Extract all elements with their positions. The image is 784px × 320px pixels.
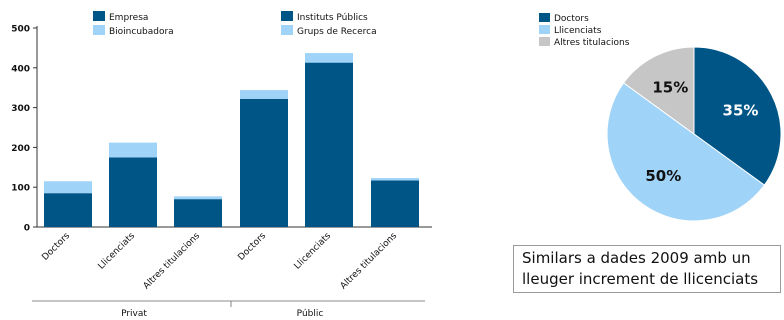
legend-swatch [281, 11, 293, 21]
bar-bioincubadora [109, 142, 157, 158]
bar-bioincubadora [44, 181, 92, 194]
pie-legend-label: Llicenciats [554, 26, 602, 36]
pie-legend-swatch [539, 37, 550, 46]
pie-slice-doctors [693, 46, 782, 186]
pie-slice-llicenciats [606, 82, 766, 222]
bar-grups-de-recerca [371, 178, 419, 181]
legend-label: Empresa [109, 13, 148, 23]
legend-swatch [93, 11, 105, 21]
legend-swatch [93, 25, 105, 35]
bar-bioincubadora [174, 196, 222, 200]
legend-label: Bioincubadora [109, 27, 174, 37]
legend-swatch [281, 25, 293, 35]
x-tick-label: Llicenciats [97, 231, 138, 272]
y-tick-label: 100 [11, 184, 30, 194]
y-tick-label: 300 [11, 104, 30, 114]
pie-legend-swatch [539, 13, 550, 22]
pie-legend-label: Altres titulacions [554, 38, 630, 48]
note-box: Similars a dades 2009 amb un lleuger inc… [513, 245, 781, 293]
pie-value-label: 50% [645, 167, 681, 185]
pie-legend-swatch [539, 25, 550, 34]
bar-instituts-p-blics [305, 62, 353, 227]
y-tick-label: 400 [11, 64, 30, 74]
bar-instituts-p-blics [371, 180, 419, 227]
y-tick-label: 200 [11, 144, 30, 154]
bar-empresa [44, 193, 92, 227]
pie-legend-label: Doctors [554, 14, 589, 24]
x-tick-label: Doctors [236, 231, 268, 263]
bar-grups-de-recerca [305, 53, 353, 63]
x-tick-label: Altres titulacions [339, 231, 400, 292]
pie-value-label: 35% [723, 101, 759, 119]
note-line-2: lleuger increment de llicenciats [522, 270, 759, 288]
x-tick-label: Llicenciats [293, 231, 334, 272]
y-tick-label: 0 [24, 224, 30, 234]
note-line-1: Similars a dades 2009 amb un [522, 249, 751, 267]
x-tick-label: Doctors [40, 231, 72, 263]
group-label: Privat [121, 309, 147, 319]
bar-instituts-p-blics [240, 98, 288, 228]
x-tick-label: Altres titulacions [142, 231, 203, 292]
pie-value-label: 15% [652, 78, 688, 96]
legend-label: Instituts Públics [297, 13, 368, 23]
bar-grups-de-recerca [240, 90, 288, 99]
pie-chart: 35% 50% 15% Doctors Llicenciats Altres titula… [539, 13, 782, 222]
y-tick-label: 500 [11, 25, 30, 35]
group-label: Públic [297, 309, 324, 319]
bar-empresa [174, 199, 222, 227]
bar-empresa [109, 157, 157, 227]
legend-label: Grups de Recerca [297, 27, 377, 37]
pie-slice-altres-titulacions [622, 46, 695, 135]
